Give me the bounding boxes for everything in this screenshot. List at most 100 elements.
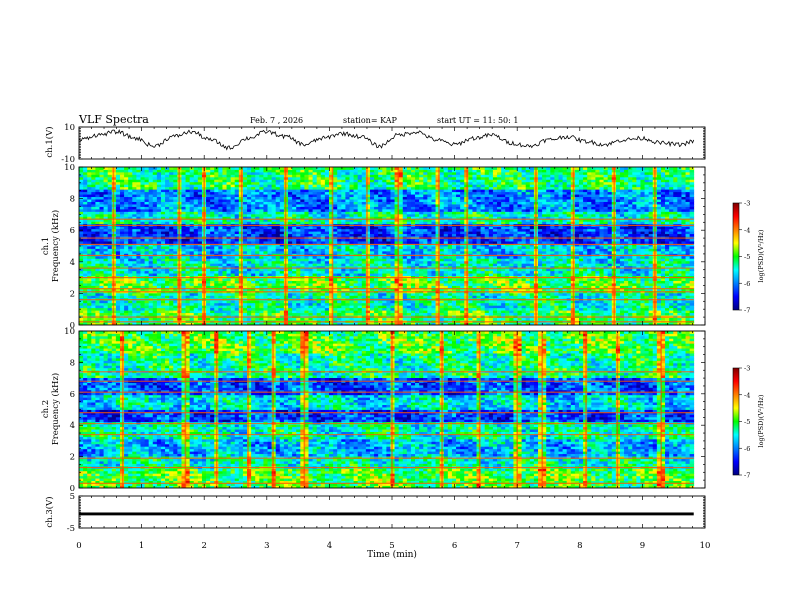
spectrogram-cell (456, 268, 461, 272)
spectrogram-cell (312, 280, 318, 284)
spectrogram-cell (681, 250, 686, 254)
spectrogram-cell (316, 287, 322, 291)
spectrogram-cell (456, 285, 461, 289)
spectrogram-cell (124, 268, 129, 272)
spectrogram-cell (369, 270, 375, 274)
spectrogram-cell (587, 273, 592, 277)
spectrogram-cell (300, 292, 305, 296)
spectrogram-cell (521, 248, 527, 252)
spectrogram-cell (79, 287, 84, 291)
spectrogram-cell (91, 307, 96, 311)
spectrogram-cell (603, 307, 609, 311)
spectrogram-cell (124, 241, 129, 244)
spectrogram-cell (480, 246, 486, 249)
spectrogram-cell (124, 273, 129, 277)
spectrogram-cell (460, 265, 465, 269)
spectrogram-cell (148, 255, 154, 259)
spectrogram-cell (660, 270, 666, 274)
spectrogram-cell (197, 280, 203, 284)
spectrogram-cell (189, 263, 195, 267)
spectrogram-cell (578, 292, 584, 296)
spectrogram-cell (148, 310, 154, 314)
spectrogram-cell (300, 322, 305, 325)
spectrogram-cell (435, 270, 441, 274)
spectrogram-cell (406, 300, 412, 304)
spectrogram-cell (324, 283, 330, 286)
spectrogram-cell (648, 263, 654, 267)
spectrogram-cell (99, 246, 104, 249)
spectrogram-cell (148, 273, 154, 277)
spectrogram-cell (148, 300, 154, 304)
spectrogram-cell (492, 263, 498, 267)
spectrogram-cell (550, 248, 555, 252)
spectrogram-cell (517, 278, 523, 281)
spectrogram-cell (689, 268, 695, 272)
spectrogram-cell (324, 255, 330, 259)
spectrogram-cell (218, 260, 223, 264)
spectrogram-cell (542, 285, 547, 289)
spectrogram-cell (685, 250, 691, 254)
spectrogram-cell (423, 317, 428, 321)
spectrogram-cell (160, 310, 166, 314)
spectrogram-cell (451, 317, 457, 321)
spectrogram-cell (279, 273, 285, 277)
spectrogram-cell (435, 246, 441, 249)
spectrogram-cell (267, 273, 273, 277)
spectrogram-cell (550, 278, 555, 281)
spectrogram-cell (312, 246, 318, 249)
spectrogram-cell (554, 255, 559, 259)
spectrogram-cell (160, 295, 166, 299)
spectrogram-cell (87, 322, 92, 325)
spectrogram-cell (566, 250, 572, 254)
spectrogram-cell (431, 305, 436, 309)
spectrogram-cell (374, 310, 379, 314)
spectrogram-cell (521, 263, 527, 267)
spectrogram-cell (517, 287, 523, 291)
spectrogram-cell (230, 310, 236, 314)
spectrogram-cell (83, 248, 88, 252)
spectrogram-cell (423, 285, 428, 289)
spectrogram-cell (115, 250, 121, 254)
spectrogram-cell (402, 248, 408, 252)
spectrogram-cell (673, 268, 678, 272)
spectrogram-cell (218, 307, 223, 311)
spectrogram-cell (222, 263, 227, 267)
spectrogram-cell (669, 268, 674, 272)
spectrogram-cell (316, 300, 322, 304)
spectrogram-cell (263, 260, 268, 264)
spectrogram-cell (529, 250, 535, 254)
spectrogram-cell (488, 292, 494, 296)
spectrogram-cell (492, 295, 498, 299)
spectrogram-cell (443, 287, 449, 291)
spectrogram-cell (124, 258, 129, 262)
spectrogram-cell (255, 246, 260, 249)
spectrogram-cell (169, 250, 174, 254)
spectrogram-cell (410, 285, 416, 289)
spectrogram-cell (247, 302, 252, 306)
spectrogram-cell (119, 305, 125, 309)
spectrogram-cell (624, 255, 629, 259)
spectrogram-cell (132, 255, 137, 259)
spectrogram-cell (128, 280, 133, 284)
spectrogram-cell (197, 253, 203, 257)
spectrogram-cell (267, 310, 273, 314)
spectrogram-cell (431, 302, 436, 306)
spectrogram-cell (419, 295, 424, 299)
spectrogram-cell (677, 268, 682, 272)
spectrogram-cell (189, 312, 195, 316)
spectrogram-cell (632, 253, 637, 257)
spectrogram-cell (665, 278, 670, 281)
spectrogram-cell (583, 253, 588, 257)
spectrogram-cell (398, 285, 404, 289)
spectrogram-cell (345, 253, 350, 257)
spectrogram-cell (468, 270, 473, 274)
spectrogram-cell (431, 246, 436, 249)
spectrogram-cell (91, 260, 96, 264)
spectrogram-cell (501, 258, 506, 262)
spectrogram-cell (640, 283, 645, 286)
spectrogram-cell (320, 278, 326, 281)
spectrogram-cell (660, 248, 666, 252)
spectrogram-cell (419, 268, 424, 272)
spectrogram-cell (132, 322, 137, 325)
spectrogram-cell (546, 258, 551, 262)
